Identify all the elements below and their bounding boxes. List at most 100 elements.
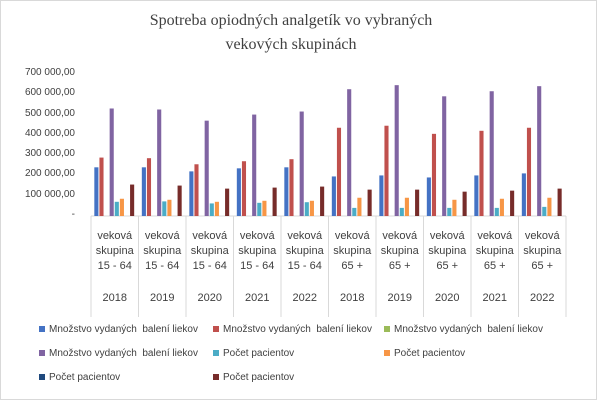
bar <box>452 199 457 216</box>
legend-item: Počet pacientov <box>213 348 294 359</box>
bar <box>167 199 172 216</box>
bar <box>404 197 409 216</box>
bar <box>426 177 431 216</box>
bar <box>526 127 532 216</box>
bar <box>547 197 552 216</box>
bar <box>336 127 342 216</box>
x-group-label: veková skupina 15 - 64 <box>190 230 229 272</box>
bar <box>347 89 352 216</box>
legend-label: Množstvo vydaných balení liekov <box>49 348 198 359</box>
legend-label: Množstvo vydaných balení liekov <box>49 324 198 335</box>
bar <box>225 188 230 216</box>
legend-item: Množstvo vydaných balení liekov <box>39 348 198 359</box>
bar <box>146 158 152 216</box>
y-tick-label: 400 000,00 <box>24 127 75 139</box>
y-tick-label: 600 000,00 <box>24 87 75 99</box>
bar <box>109 108 114 216</box>
legend-item: Počet pacientov <box>213 372 294 383</box>
x-tick-label: 2021 <box>482 292 507 304</box>
legend-item: Množstvo vydaných balení liekov <box>384 324 543 335</box>
legend-item: Množstvo vydaných balení liekov <box>39 324 198 335</box>
bar <box>289 159 294 216</box>
bar <box>99 157 104 216</box>
x-group-label: veková skupina 65 + <box>380 230 419 272</box>
bar <box>431 133 437 216</box>
bar <box>367 189 372 216</box>
bar <box>357 197 362 216</box>
legend-swatch <box>213 374 219 380</box>
bar <box>209 203 214 216</box>
bar <box>141 167 146 216</box>
bar <box>494 207 499 216</box>
bar <box>299 111 304 216</box>
bar <box>214 201 219 216</box>
bar <box>447 207 452 216</box>
x-tick-label: 2022 <box>292 292 317 304</box>
bar <box>557 188 562 216</box>
bar <box>204 120 209 216</box>
bar <box>479 130 484 216</box>
x-group-label: veková skupina 15 - 64 <box>238 230 277 272</box>
bar <box>119 198 124 216</box>
bar <box>499 198 504 216</box>
bar <box>262 200 267 216</box>
x-tick-label: 2022 <box>530 292 555 304</box>
y-tick-label: 300 000,00 <box>24 148 75 160</box>
bar <box>189 171 194 216</box>
bar <box>379 175 384 216</box>
legend-label: Počet pacientov <box>223 372 295 383</box>
x-group-label: veková skupina 65 + <box>428 230 467 272</box>
bar <box>474 175 479 216</box>
x-group-label: veková skupina 15 - 64 <box>285 230 324 272</box>
x-tick-label: 2020 <box>197 292 222 304</box>
y-tick-label: 100 000,00 <box>24 188 75 200</box>
bar <box>309 200 314 216</box>
x-group-label: veková skupina 65 + <box>333 230 372 272</box>
x-group-label: veková skupina 65 + <box>523 230 562 272</box>
bar <box>415 189 420 216</box>
x-group-label: veková skupina 15 - 64 <box>143 230 182 272</box>
bar <box>257 202 262 216</box>
bar <box>304 202 309 216</box>
bar <box>542 206 547 216</box>
bar <box>241 161 247 216</box>
x-tick-label: 2021 <box>245 292 270 304</box>
bar <box>130 184 135 216</box>
legend-label: Počet pacientov <box>394 348 466 359</box>
x-tick-label: 2019 <box>150 292 175 304</box>
bar <box>384 125 389 216</box>
legend-swatch <box>39 350 45 356</box>
bar <box>442 96 447 216</box>
bar <box>352 207 357 216</box>
bar <box>320 186 325 216</box>
x-group-label: veková skupina 65 + <box>475 230 514 272</box>
legend-label: Počet pacientov <box>223 348 295 359</box>
bar <box>94 167 99 216</box>
y-tick-label: 200 000,00 <box>24 168 75 180</box>
legend-label: Množstvo vydaných balení liekov <box>223 324 372 335</box>
bar <box>177 185 182 216</box>
y-tick-label: 700 000,00 <box>24 67 75 78</box>
bar <box>162 201 167 216</box>
x-tick-label: 2018 <box>340 292 365 304</box>
bar <box>284 167 289 216</box>
bar <box>394 85 399 217</box>
y-tick-label: - <box>71 209 75 220</box>
legend-swatch <box>213 326 219 332</box>
x-tick-label: 2018 <box>102 292 127 304</box>
bar <box>489 91 494 216</box>
x-tick-label: 2020 <box>435 292 460 304</box>
chart-title: Spotreba opiodných analgetík vo vybranýc… <box>149 12 433 53</box>
bar <box>462 191 467 216</box>
legend-item: Počet pacientov <box>39 372 120 383</box>
legend-item: Počet pacientov <box>384 348 465 359</box>
bar <box>252 114 257 216</box>
legend-swatch <box>39 374 45 380</box>
legend-item: Množstvo vydaných balení liekov <box>213 324 372 335</box>
bar <box>331 176 336 216</box>
y-tick-label: 500 000,00 <box>24 107 75 119</box>
bar <box>510 190 515 216</box>
x-tick-label: 2019 <box>387 292 412 304</box>
